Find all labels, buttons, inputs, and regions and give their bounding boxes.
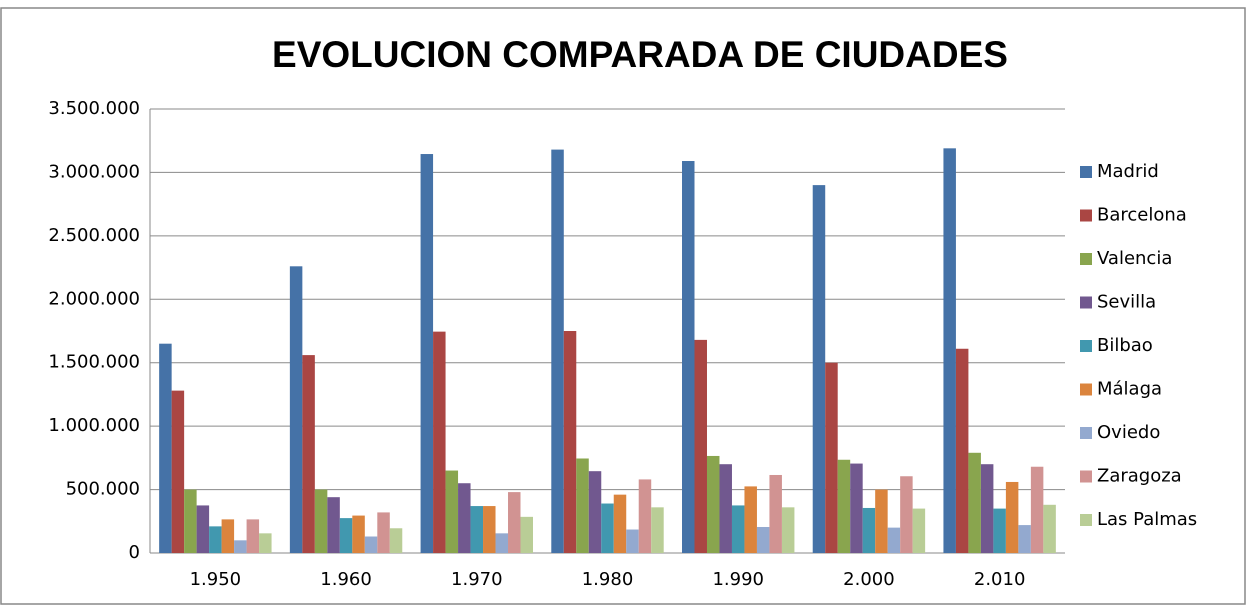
bar <box>352 515 365 553</box>
bar <box>812 185 826 553</box>
bar <box>184 489 197 553</box>
bar <box>259 533 272 553</box>
bar <box>221 519 235 553</box>
bar <box>887 527 901 553</box>
bar <box>900 476 913 553</box>
y-tick-label: 500.000 <box>66 479 140 500</box>
bar <box>1005 481 1019 553</box>
x-tick-label: 2.000 <box>843 569 895 590</box>
legend-label: Madrid <box>1097 161 1159 182</box>
bar <box>389 528 403 553</box>
bar <box>719 464 732 553</box>
legend-label: Bilbao <box>1097 335 1153 356</box>
y-tick-label: 1.000.000 <box>48 415 140 436</box>
bar <box>588 471 602 553</box>
legend-swatch <box>1080 166 1092 178</box>
bar <box>769 474 782 553</box>
bar <box>1043 504 1056 553</box>
bar <box>576 458 589 553</box>
legend-swatch <box>1080 383 1092 396</box>
x-tick-label: 1.960 <box>320 569 372 590</box>
bar <box>246 519 260 553</box>
bar <box>862 507 876 553</box>
bar <box>980 464 994 553</box>
bar <box>955 348 969 553</box>
bar <box>781 507 795 553</box>
bar <box>825 362 838 553</box>
bar <box>756 526 770 553</box>
bar <box>638 479 652 553</box>
bar <box>837 459 851 553</box>
bar <box>694 339 707 553</box>
x-tick-label: 1.950 <box>190 569 242 590</box>
x-tick-label: 1.970 <box>451 569 503 590</box>
bar <box>159 343 172 553</box>
bar <box>433 331 446 553</box>
bar <box>445 470 459 553</box>
bar <box>601 503 614 553</box>
legend-label: Málaga <box>1097 379 1162 400</box>
bar <box>850 463 863 553</box>
bar <box>339 518 353 553</box>
bar <box>613 494 627 553</box>
bar <box>327 497 340 553</box>
legend-swatch <box>1080 470 1092 483</box>
bar <box>234 540 247 553</box>
bar <box>289 266 303 553</box>
legend-label: Barcelona <box>1097 205 1187 226</box>
legend-swatch <box>1080 514 1092 526</box>
bar <box>1018 525 1031 553</box>
bar <box>420 154 434 553</box>
bar <box>563 331 577 553</box>
legend-swatch <box>1080 253 1092 265</box>
bar <box>651 507 664 553</box>
y-tick-label: 2.500.000 <box>48 225 140 246</box>
bar <box>364 536 378 553</box>
bar <box>483 506 496 553</box>
y-tick-label: 2.000.000 <box>48 288 140 309</box>
bar <box>731 505 745 553</box>
bar <box>993 508 1006 553</box>
legend-swatch <box>1080 209 1092 222</box>
bar <box>706 455 720 553</box>
bar <box>1030 466 1044 553</box>
x-tick-label: 1.980 <box>582 569 634 590</box>
y-tick-label: 1.500.000 <box>48 352 140 373</box>
legend-label: Zaragoza <box>1097 466 1182 487</box>
bar <box>551 149 564 553</box>
chart-title: EVOLUCION COMPARADA DE CIUDADES <box>272 34 1008 75</box>
y-tick-label: 3.000.000 <box>48 161 140 182</box>
y-tick-label: 0 <box>129 542 140 563</box>
bar <box>875 489 888 553</box>
legend-label: Las Palmas <box>1097 509 1197 530</box>
bar <box>682 161 695 554</box>
legend-label: Oviedo <box>1097 422 1160 443</box>
bar <box>377 512 390 553</box>
bar <box>470 506 484 553</box>
bar <box>458 483 471 553</box>
legend-swatch <box>1080 427 1092 439</box>
x-tick-label: 1.990 <box>712 569 764 590</box>
y-tick-label: 3.500.000 <box>48 98 140 119</box>
legend-label: Sevilla <box>1097 292 1156 313</box>
legend-label: Valencia <box>1097 248 1172 269</box>
bar <box>302 355 315 553</box>
bar <box>171 390 185 553</box>
bar <box>943 148 956 553</box>
bar <box>912 508 926 553</box>
bar <box>314 489 328 553</box>
bar <box>508 492 521 553</box>
bar <box>196 505 210 553</box>
bar <box>209 526 222 553</box>
legend-swatch <box>1080 296 1092 309</box>
bar <box>626 529 639 553</box>
legend-swatch <box>1080 340 1092 352</box>
bar <box>968 452 981 553</box>
bar <box>495 533 509 553</box>
bar <box>744 486 757 553</box>
x-tick-label: 2.010 <box>974 569 1026 590</box>
bar <box>520 516 533 553</box>
